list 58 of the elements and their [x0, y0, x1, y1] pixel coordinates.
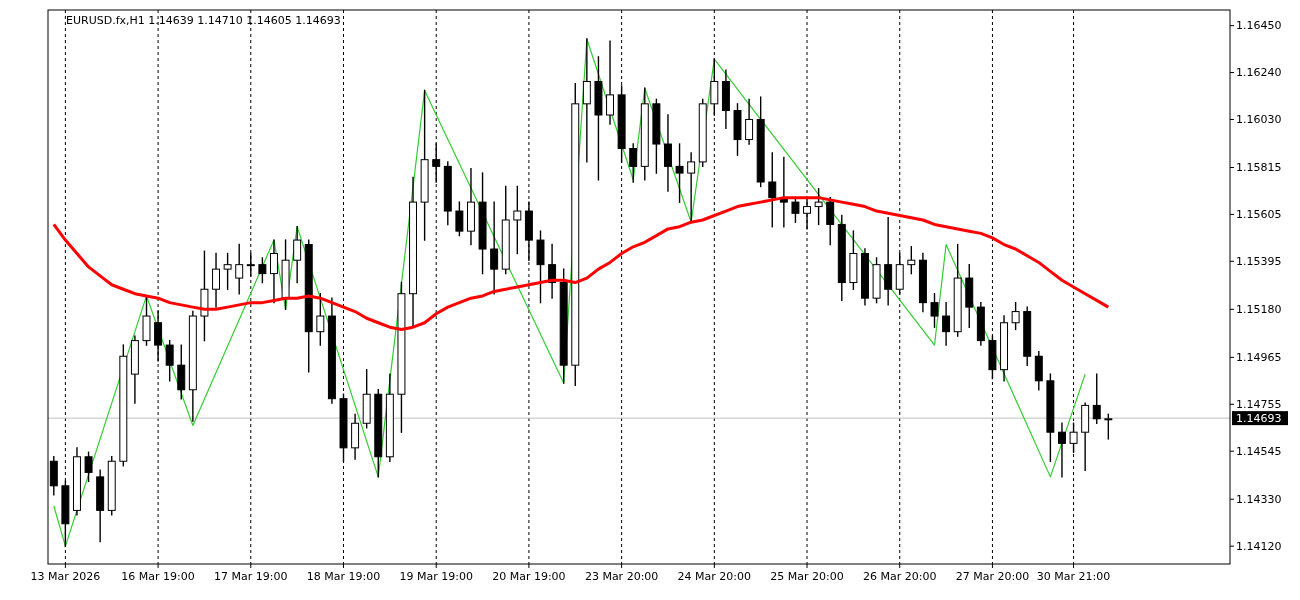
- candlestick: [513, 185, 522, 255]
- candlestick: [165, 339, 174, 382]
- candlestick: [687, 152, 696, 223]
- candlestick: [1011, 301, 1020, 331]
- y-tick-label: 1.15180: [1236, 303, 1282, 317]
- y-tick-label: 1.14545: [1236, 445, 1282, 459]
- candlestick: [455, 201, 464, 237]
- x-tick-label: 26 Mar 20:00: [863, 570, 937, 583]
- candlestick: [223, 252, 232, 290]
- chart-title: EURUSD.fx,H1 1.14639 1.14710 1.14605 1.14693: [66, 14, 341, 27]
- candlestick: [768, 152, 777, 228]
- candlestick: [930, 293, 939, 328]
- x-tick-label: 25 Mar 20:00: [770, 570, 844, 583]
- candlestick: [826, 196, 835, 246]
- candlestick: [675, 143, 684, 203]
- candlestick: [84, 451, 93, 483]
- x-tick-label: 23 Mar 20:00: [584, 570, 659, 583]
- x-tick-label: 24 Mar 20:00: [677, 570, 752, 583]
- x-tick-label: 17 Mar 19:00: [214, 570, 288, 583]
- x-tick-label: 13 Mar 2026: [30, 570, 101, 583]
- candlestick: [606, 40, 615, 125]
- candlestick: [212, 252, 221, 308]
- ref-line-label: 1.14693: [1236, 411, 1282, 425]
- candlestick: [316, 293, 325, 346]
- y-tick-label: 1.15815: [1236, 161, 1282, 175]
- y-tick-label: 1.14120: [1236, 539, 1282, 553]
- x-tick-label: 20 Mar 19:00: [492, 570, 566, 583]
- y-tick-label: 1.14965: [1236, 351, 1282, 365]
- candlestick: [791, 196, 800, 223]
- candlestick: [235, 243, 244, 295]
- candlestick: [942, 301, 951, 346]
- x-tick-label: 27 Mar 20:00: [955, 570, 1030, 583]
- y-tick-label: 1.16450: [1236, 19, 1282, 33]
- candlestick: [907, 246, 916, 275]
- y-tick-label: 1.14755: [1236, 398, 1282, 412]
- candlestick: [629, 143, 638, 183]
- y-tick-label: 1.15395: [1236, 255, 1282, 269]
- candlestick: [490, 201, 499, 295]
- y-tick-label: 1.16240: [1236, 66, 1282, 80]
- y-tick-label: 1.14330: [1236, 493, 1282, 507]
- candlestick: [293, 225, 302, 284]
- candlestick: [258, 257, 267, 284]
- candlestick: [1092, 373, 1101, 424]
- candlestick: [1057, 422, 1066, 478]
- candlestick: [269, 239, 278, 304]
- candlestick: [663, 114, 672, 192]
- candlestick: [814, 188, 823, 226]
- candlestick: [803, 196, 812, 230]
- y-tick-label: 1.16030: [1236, 113, 1282, 127]
- x-tick-label: 16 Mar 19:00: [121, 570, 195, 583]
- candlestick: [745, 98, 754, 145]
- candlestick: [582, 38, 591, 163]
- candlestick: [710, 58, 719, 116]
- x-tick-label: 19 Mar 19:00: [399, 570, 473, 583]
- candlestick: [1104, 413, 1113, 440]
- y-tick-label: 1.15605: [1236, 208, 1282, 222]
- x-tick-label: 18 Mar 19:00: [306, 570, 381, 583]
- x-tick-label: 30 Mar 21:00: [1036, 570, 1111, 583]
